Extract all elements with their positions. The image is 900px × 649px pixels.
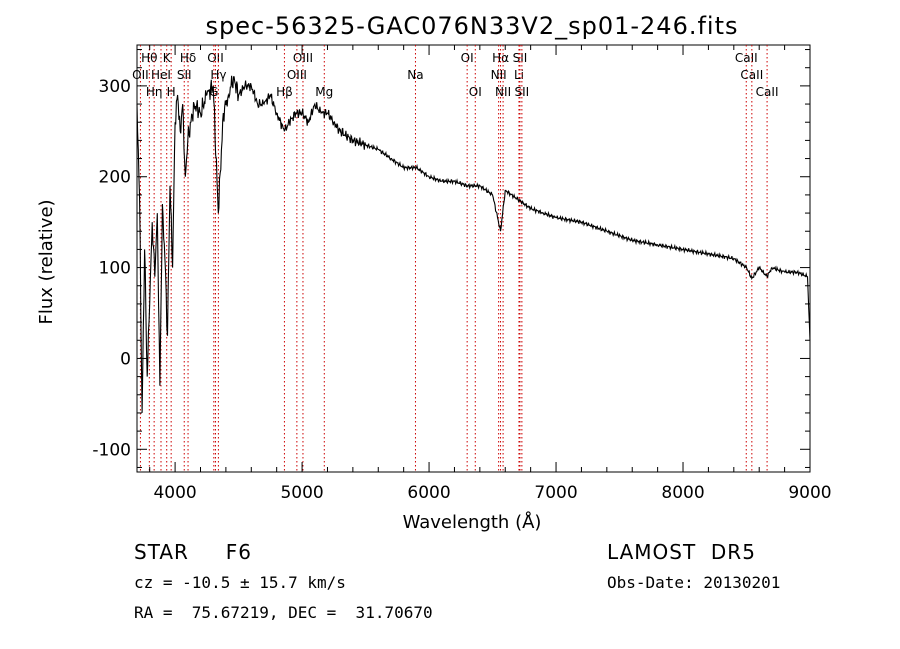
object-class: STAR F6: [134, 540, 252, 564]
axis-ticks: 4000 5000 6000 7000 8000 9000 -100 0 100 200 300: [92, 45, 832, 503]
y-tick-label: -100: [92, 440, 131, 460]
x-tick-label: 9000: [788, 483, 831, 503]
x-tick-label: 8000: [661, 483, 704, 503]
y-tick-label: 300: [99, 77, 131, 97]
spectral-line-label: Hθ: [141, 51, 157, 65]
chart-title: spec-56325-GAC076N33V2_sp01-246.fits: [206, 12, 739, 40]
spectral-line-label: OI: [461, 51, 474, 65]
spectral-line-label: H: [167, 85, 176, 99]
y-tick-label: 200: [99, 168, 131, 188]
spectral-line-label: Hβ: [276, 85, 293, 99]
x-tick-label: 6000: [407, 483, 450, 503]
x-tick-label: 7000: [534, 483, 577, 503]
spectral-line-label: NII: [491, 68, 507, 82]
spectral-line-label: NII: [495, 85, 511, 99]
spectral-line-label: SII: [515, 85, 530, 99]
spectral-line-label: Hα: [492, 51, 509, 65]
y-axis-label: Flux (relative): [36, 199, 57, 324]
spectral-line-label: Li: [514, 68, 524, 82]
spectral-line-label: OII: [132, 68, 149, 82]
spectral-line-label: SII: [513, 51, 528, 65]
spectral-line-label: CaII: [740, 68, 763, 82]
x-tick-label: 4000: [153, 483, 196, 503]
spectral-line-label: Hγ: [210, 68, 226, 82]
spectral-line-label: CaII: [756, 85, 779, 99]
spectral-line-label: Na: [407, 68, 423, 82]
plot-frame: [136, 44, 811, 473]
spectral-line-label: OI: [469, 85, 482, 99]
coordinates: RA = 75.67219, DEC = 31.70670: [134, 603, 433, 622]
spectral-line-label: K: [163, 51, 172, 65]
x-axis-label: Wavelength (Å): [403, 511, 542, 533]
spectral-line-label: Mg: [315, 85, 333, 99]
spectral-line-label: OIII: [293, 51, 313, 65]
spectrum-line: [136, 75, 811, 413]
y-tick-label: 0: [120, 349, 131, 369]
spectral-line-label: Hη: [146, 85, 163, 99]
survey-name: LAMOST DR5: [607, 540, 756, 564]
y-tick-label: 100: [99, 259, 131, 279]
x-tick-label: 5000: [280, 483, 323, 503]
spectral-line-label: HeI: [151, 68, 171, 82]
spectral-line-label: SII: [177, 68, 192, 82]
spectral-line-label: OIII: [287, 68, 307, 82]
spectral-line-label: CaII: [735, 51, 758, 65]
spectral-line-label: OII: [207, 51, 224, 65]
redshift-cz: cz = -10.5 ± 15.7 km/s: [134, 573, 346, 592]
spectral-line-label: Hδ: [180, 51, 196, 65]
observation-date: Obs-Date: 20130201: [607, 573, 781, 592]
